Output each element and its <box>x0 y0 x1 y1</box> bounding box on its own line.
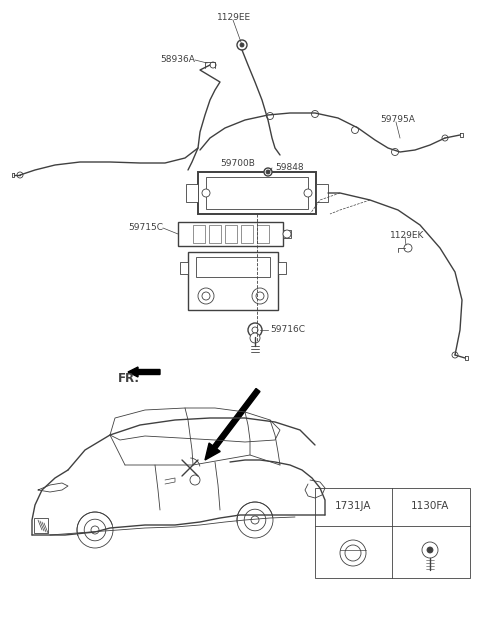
Circle shape <box>84 519 106 540</box>
Circle shape <box>351 126 359 133</box>
Circle shape <box>340 540 366 566</box>
FancyArrow shape <box>205 389 260 460</box>
Circle shape <box>427 547 433 553</box>
Bar <box>180 262 188 274</box>
Text: 59848: 59848 <box>275 164 304 173</box>
Bar <box>186 184 198 202</box>
Circle shape <box>91 526 99 534</box>
Text: FR.: FR. <box>118 371 140 384</box>
Bar <box>278 262 286 274</box>
Circle shape <box>202 292 210 300</box>
Circle shape <box>345 545 361 561</box>
Circle shape <box>312 110 319 117</box>
Bar <box>315 488 470 578</box>
Bar <box>193 225 205 243</box>
Bar <box>196 257 270 277</box>
Circle shape <box>237 40 247 50</box>
Circle shape <box>77 512 113 548</box>
Text: 59715C: 59715C <box>128 223 163 233</box>
Circle shape <box>202 189 210 197</box>
Circle shape <box>256 292 264 300</box>
Circle shape <box>248 323 262 337</box>
Circle shape <box>252 327 258 333</box>
Circle shape <box>442 135 448 141</box>
Circle shape <box>304 189 312 197</box>
Circle shape <box>252 288 268 304</box>
Bar <box>209 225 221 243</box>
Bar <box>257 225 269 243</box>
Text: 1129EE: 1129EE <box>217 12 251 22</box>
Text: 59795A: 59795A <box>380 115 415 125</box>
Bar <box>188 252 278 310</box>
Circle shape <box>237 502 273 538</box>
Circle shape <box>198 288 214 304</box>
Circle shape <box>452 352 458 358</box>
Circle shape <box>251 516 259 524</box>
Text: 58936A: 58936A <box>160 56 195 65</box>
Bar <box>225 225 237 243</box>
Bar <box>178 222 283 246</box>
Bar <box>241 225 253 243</box>
Circle shape <box>392 149 398 155</box>
Circle shape <box>404 244 412 252</box>
Circle shape <box>283 230 291 238</box>
Circle shape <box>264 168 272 176</box>
Text: 1130FA: 1130FA <box>411 501 449 511</box>
Text: 59700B: 59700B <box>220 159 255 167</box>
Circle shape <box>266 170 270 174</box>
Circle shape <box>250 333 260 343</box>
Circle shape <box>422 542 438 558</box>
Text: 59716C: 59716C <box>270 326 305 334</box>
Text: 1129EK: 1129EK <box>390 231 424 239</box>
Bar <box>34 518 48 533</box>
Bar <box>206 177 308 209</box>
Circle shape <box>17 172 23 178</box>
Circle shape <box>266 112 274 120</box>
FancyArrow shape <box>128 367 160 377</box>
Bar <box>316 184 328 202</box>
Circle shape <box>190 475 200 485</box>
Circle shape <box>244 509 266 531</box>
Circle shape <box>210 62 216 68</box>
Circle shape <box>240 43 244 47</box>
Bar <box>198 172 316 214</box>
Text: 1731JA: 1731JA <box>335 501 371 511</box>
Bar <box>283 230 291 238</box>
